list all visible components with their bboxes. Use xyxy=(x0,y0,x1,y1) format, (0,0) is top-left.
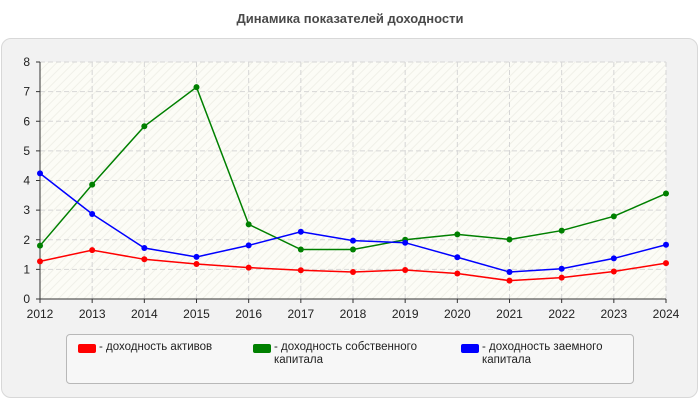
data-point xyxy=(558,227,565,234)
y-tick-label: 8 xyxy=(23,55,30,69)
data-point xyxy=(663,260,669,267)
x-tick-label: 2014 xyxy=(131,307,158,321)
data-point xyxy=(506,236,513,243)
data-point xyxy=(350,269,356,276)
x-tick-label: 2016 xyxy=(235,307,262,321)
x-tick-label: 2024 xyxy=(653,307,680,321)
data-point xyxy=(610,268,617,275)
data-point xyxy=(663,241,669,248)
data-point xyxy=(350,246,356,253)
y-tick-label: 2 xyxy=(23,233,30,247)
y-tick-labels: 0 1 2 3 4 5 6 7 8 xyxy=(23,55,40,306)
legend-swatch-equity xyxy=(253,344,271,353)
legend-swatch-assets xyxy=(78,344,96,353)
data-point xyxy=(245,264,252,271)
x-tick-label: 2022 xyxy=(548,307,575,321)
data-point xyxy=(297,267,304,274)
x-tick-label: 2012 xyxy=(27,307,54,321)
data-point xyxy=(245,242,252,249)
y-tick-label: 0 xyxy=(23,292,30,306)
x-tick-label: 2015 xyxy=(183,307,210,321)
data-point xyxy=(193,261,200,268)
x-tick-label: 2013 xyxy=(79,307,106,321)
x-tick-label: 2020 xyxy=(444,307,471,321)
data-point xyxy=(402,266,409,273)
data-point xyxy=(663,190,669,197)
data-point xyxy=(402,239,409,246)
data-point xyxy=(454,270,461,277)
x-tick-label: 2021 xyxy=(496,307,523,321)
y-tick-label: 1 xyxy=(23,262,30,276)
data-point xyxy=(193,253,200,260)
data-point xyxy=(37,258,43,265)
data-point xyxy=(297,246,304,253)
data-point xyxy=(610,213,617,220)
data-point xyxy=(506,277,513,284)
data-point xyxy=(89,210,96,217)
data-point xyxy=(454,254,461,261)
y-tick-label: 6 xyxy=(23,114,30,128)
data-point xyxy=(37,242,43,249)
data-point xyxy=(297,228,304,235)
data-point xyxy=(89,247,96,254)
data-point xyxy=(141,123,148,130)
data-point xyxy=(506,269,513,276)
data-point xyxy=(610,255,617,262)
y-tick-label: 4 xyxy=(23,174,30,188)
x-tick-label: 2017 xyxy=(287,307,314,321)
legend-label-assets: - доходность активов xyxy=(99,341,213,353)
legend-label-equity: - доходность собственного капитала xyxy=(274,341,417,366)
series-lines xyxy=(37,84,669,284)
data-point xyxy=(193,84,200,91)
data-point xyxy=(245,221,252,228)
y-tick-label: 3 xyxy=(23,203,30,217)
x-tick-labels: 2012 2013 2014 2015 2016 2017 2018 2019 2020 2021… xyxy=(27,299,680,321)
y-tick-label: 5 xyxy=(23,144,30,158)
data-point xyxy=(558,265,565,272)
legend-label-borrowed: - доходность заемного капитала xyxy=(482,341,603,366)
legend-swatch-borrowed xyxy=(461,344,479,353)
chart-title: Динамика показателей доходности xyxy=(236,11,464,26)
data-point xyxy=(141,245,148,252)
data-point xyxy=(350,237,356,244)
data-point xyxy=(454,231,461,238)
data-point xyxy=(141,256,148,263)
data-point xyxy=(558,274,565,281)
x-tick-label: 2018 xyxy=(340,307,367,321)
legend: - доходность активов - доходность собств… xyxy=(66,334,634,384)
y-tick-label: 7 xyxy=(23,85,30,99)
data-point xyxy=(89,181,96,188)
x-tick-label: 2019 xyxy=(392,307,419,321)
data-point xyxy=(37,170,43,177)
x-tick-label: 2023 xyxy=(600,307,627,321)
